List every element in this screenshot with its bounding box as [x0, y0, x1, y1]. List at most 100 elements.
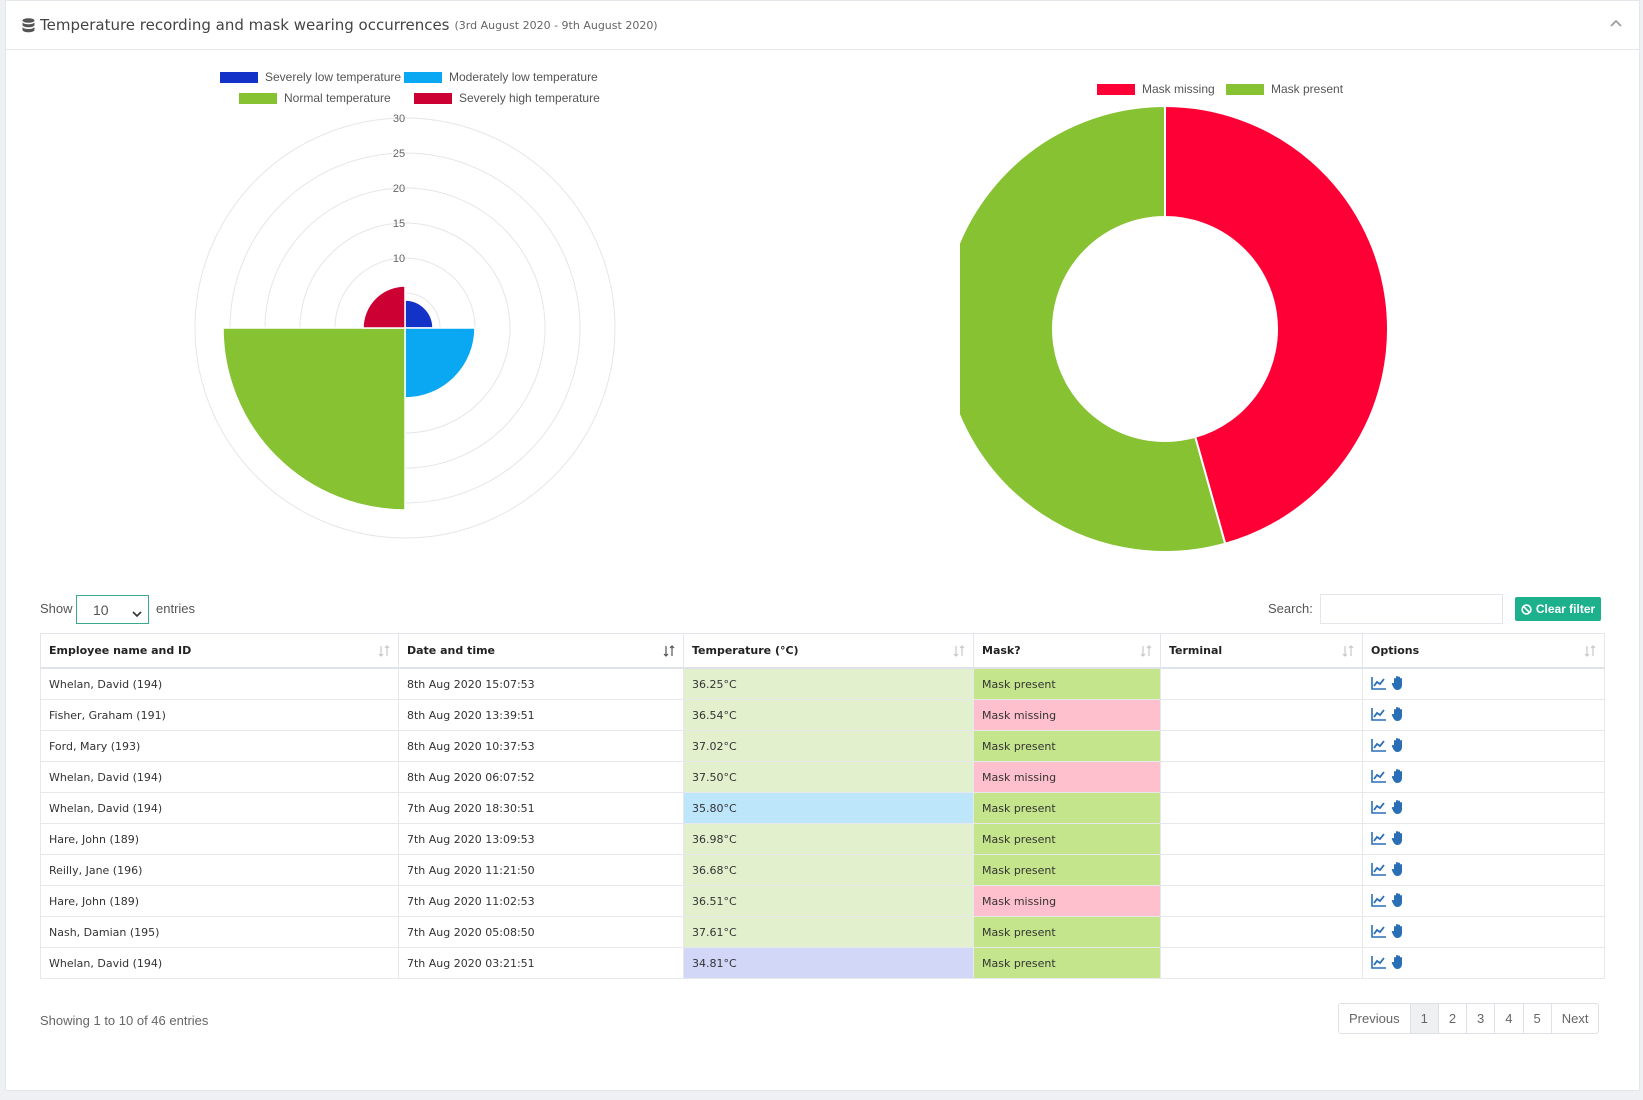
col-options[interactable]: Options — [1362, 633, 1605, 669]
datetime-cell: 7th Aug 2020 05:08:50 — [398, 916, 684, 948]
pagination-page-3[interactable]: 3 — [1466, 1004, 1494, 1033]
hand-icon[interactable] — [1391, 675, 1405, 694]
datetime-cell: 8th Aug 2020 13:39:51 — [398, 699, 684, 731]
temperature-cell: 37.50°C — [683, 761, 974, 793]
donut-slice[interactable] — [960, 104, 1227, 553]
database-icon — [22, 17, 35, 33]
terminal-cell — [1160, 823, 1363, 855]
table-row[interactable]: Whelan, David (194) 7th Aug 2020 03:21:51… — [40, 947, 1605, 979]
panel-title: Temperature recording and mask wearing o… — [40, 16, 450, 34]
pagination-page-5[interactable]: 5 — [1522, 1004, 1551, 1033]
temperature-cell: 36.51°C — [683, 885, 974, 917]
hand-icon[interactable] — [1391, 737, 1405, 756]
pagination-previous[interactable]: Previous — [1349, 1011, 1400, 1026]
hand-icon[interactable] — [1391, 768, 1405, 787]
table-row[interactable]: Fisher, Graham (191) 8th Aug 2020 13:39:5… — [40, 699, 1605, 731]
legend-item-severely-high[interactable]: Severely high temperature — [414, 91, 600, 105]
chart-line-icon[interactable] — [1371, 800, 1387, 817]
mask-cell: Mask missing — [973, 885, 1161, 917]
polar-tick-label: 25 — [393, 148, 405, 160]
polar-wedge[interactable] — [362, 285, 406, 329]
datetime-cell: 7th Aug 2020 11:21:50 — [398, 854, 684, 886]
employee-cell: Whelan, David (194) — [40, 792, 399, 824]
options-cell — [1362, 916, 1605, 948]
donut-plot — [960, 104, 1389, 553]
chart-line-icon[interactable] — [1371, 769, 1387, 786]
hand-icon[interactable] — [1391, 923, 1405, 942]
pagination: Previous 1 2 3 4 5 Next — [1338, 1003, 1600, 1034]
legend-item-mask-present[interactable]: Mask present — [1226, 82, 1343, 96]
chart-line-icon[interactable] — [1371, 893, 1387, 910]
employee-cell: Whelan, David (194) — [40, 761, 399, 793]
page-size-select[interactable]: 10 — [76, 595, 149, 624]
temperature-cell: 37.02°C — [683, 730, 974, 762]
hand-icon[interactable] — [1391, 706, 1405, 725]
column-label: Options — [1371, 644, 1420, 657]
chart-line-icon[interactable] — [1371, 862, 1387, 879]
polar-wedge[interactable] — [222, 327, 406, 511]
table-row[interactable]: Hare, John (189) 7th Aug 2020 13:09:53 36.… — [40, 823, 1605, 855]
search-input[interactable] — [1320, 594, 1503, 624]
hand-icon[interactable] — [1391, 892, 1405, 911]
clear-filter-button[interactable]: Clear filter — [1515, 597, 1601, 621]
legend-item-mask-missing[interactable]: Mask missing — [1097, 82, 1215, 96]
chevron-down-icon — [132, 605, 142, 618]
table-row[interactable]: Whelan, David (194) 8th Aug 2020 06:07:52… — [40, 761, 1605, 793]
col-datetime[interactable]: Date and time — [398, 633, 684, 669]
column-label: Employee name and ID — [49, 644, 192, 657]
search-label: Search: — [1268, 601, 1313, 616]
chart-line-icon[interactable] — [1371, 831, 1387, 848]
polar-tick-label: 30 — [393, 113, 405, 125]
legend-swatch — [239, 92, 277, 104]
legend-swatch — [1097, 83, 1135, 95]
terminal-cell — [1160, 854, 1363, 886]
chart-line-icon[interactable] — [1371, 738, 1387, 755]
chart-line-icon[interactable] — [1371, 676, 1387, 693]
col-employee[interactable]: Employee name and ID — [40, 633, 399, 669]
table-row[interactable]: Reilly, Jane (196) 7th Aug 2020 11:21:50 3… — [40, 854, 1605, 886]
table-row[interactable]: Whelan, David (194) 7th Aug 2020 18:30:51… — [40, 792, 1605, 824]
sort-desc-icon — [663, 645, 675, 657]
col-terminal[interactable]: Terminal — [1160, 633, 1363, 669]
terminal-cell — [1160, 885, 1363, 917]
legend-item-normal[interactable]: Normal temperature — [239, 91, 391, 105]
pagination-page-4[interactable]: 4 — [1494, 1004, 1522, 1033]
table-row[interactable]: Ford, Mary (193) 8th Aug 2020 10:37:53 37.… — [40, 730, 1605, 762]
options-cell — [1362, 730, 1605, 762]
hand-icon[interactable] — [1391, 830, 1405, 849]
table-row[interactable]: Nash, Damian (195) 7th Aug 2020 05:08:50 3… — [40, 916, 1605, 948]
employee-cell: Hare, John (189) — [40, 823, 399, 855]
sort-icon — [1342, 645, 1354, 657]
terminal-cell — [1160, 947, 1363, 979]
hand-icon[interactable] — [1391, 954, 1405, 973]
chart-line-icon[interactable] — [1371, 707, 1387, 724]
chart-line-icon[interactable] — [1371, 924, 1387, 941]
chevron-up-icon[interactable] — [1607, 15, 1625, 33]
table-row[interactable]: Whelan, David (194) 8th Aug 2020 15:07:53… — [40, 667, 1605, 700]
mask-cell: Mask missing — [973, 761, 1161, 793]
temperature-cell: 36.68°C — [683, 854, 974, 886]
legend-swatch — [404, 71, 442, 83]
legend-item-moderately-low[interactable]: Moderately low temperature — [404, 70, 598, 84]
table-row[interactable]: Hare, John (189) 7th Aug 2020 11:02:53 36.… — [40, 885, 1605, 917]
hand-icon[interactable] — [1391, 799, 1405, 818]
donut-slice[interactable] — [1164, 104, 1389, 545]
options-cell — [1362, 792, 1605, 824]
col-mask[interactable]: Mask? — [973, 633, 1161, 669]
column-label: Terminal — [1169, 644, 1223, 657]
show-label: Show — [40, 601, 73, 616]
pagination-next[interactable]: Next — [1550, 1004, 1599, 1033]
chart-line-icon[interactable] — [1371, 955, 1387, 972]
datetime-cell: 7th Aug 2020 13:09:53 — [398, 823, 684, 855]
pagination-page-2[interactable]: 2 — [1437, 1004, 1466, 1033]
polar-wedge[interactable] — [404, 327, 476, 399]
table-controls: Show 10 entries Search: Clear filter — [40, 594, 1601, 626]
hand-icon[interactable] — [1391, 861, 1405, 880]
pagination-page-1[interactable]: 1 — [1409, 1004, 1438, 1033]
panel-subtitle: (3rd August 2020 - 9th August 2020) — [454, 18, 658, 32]
polar-wedge[interactable] — [404, 299, 434, 329]
employee-cell: Whelan, David (194) — [40, 667, 399, 700]
options-cell — [1362, 699, 1605, 731]
legend-item-severely-low[interactable]: Severely low temperature — [220, 70, 401, 84]
col-temperature[interactable]: Temperature (°C) — [683, 633, 974, 669]
